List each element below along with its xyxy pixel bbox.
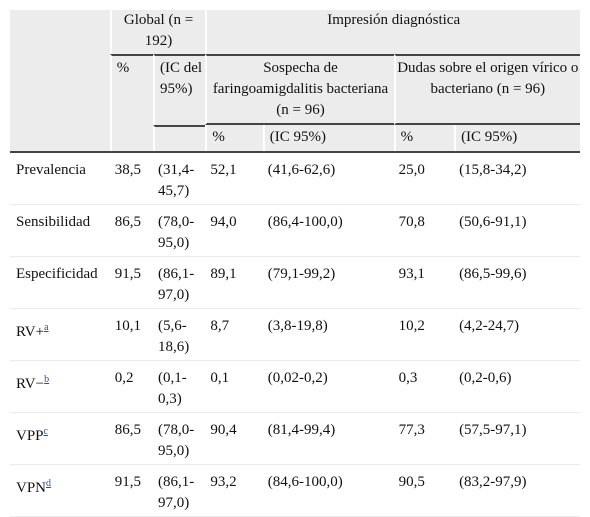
row-label: VPPc: [10, 413, 110, 465]
row-label: Prevalencia: [10, 153, 110, 205]
table-row: Prevalencia 38,5 (31,4-45,7) 52,1 (41,6-…: [10, 153, 580, 205]
cell-global-ic: (86,1-97,0): [152, 257, 206, 309]
cell-global-ic: (5,6-18,6): [152, 309, 206, 361]
header-sospecha: Sospecha de faringoamigdalitis bacterian…: [205, 54, 394, 125]
cell-dudas-pct: 25,0: [393, 153, 455, 205]
cell-sospecha-ic: (41,6-62,6): [262, 153, 394, 205]
header-row-3: % (IC 95%) % (IC 95%): [10, 125, 580, 151]
cell-sospecha-ic: (0,02-0,2): [262, 361, 394, 413]
table-row: Sensibilidad 86,5 (78,0-95,0) 94,0 (86,4…: [10, 205, 580, 257]
cell-global-pct: 91,5: [109, 465, 153, 517]
table-row: RV−b 0,2 (0,1-0,3) 0,1 (0,02-0,2) 0,3 (0…: [10, 361, 580, 413]
cell-sospecha-ic: (79,1-99,2): [262, 257, 394, 309]
table-row: VPPc 86,5 (78,0-95,0) 90,4 (81,4-99,4) 7…: [10, 413, 580, 465]
cell-sospecha-pct: 94,0: [205, 205, 263, 257]
cell-dudas-pct: 93,1: [393, 257, 455, 309]
header-dudas-ic: (IC 95%): [454, 125, 580, 151]
cell-global-pct: 0,2: [109, 361, 153, 413]
cell-global-pct: 86,5: [109, 413, 153, 465]
cell-dudas-ic: (0,2-0,6): [454, 361, 580, 413]
cell-global-pct: 10,1: [109, 309, 153, 361]
footnote-link-b[interactable]: b: [44, 374, 50, 385]
row-label: Sensibilidad: [10, 205, 110, 257]
cell-sospecha-ic: (3,8-19,8): [262, 309, 394, 361]
cell-dudas-pct: 77,3: [393, 413, 455, 465]
footnote-link-a[interactable]: a: [44, 322, 49, 333]
header-global-ic-blank: [152, 125, 206, 151]
footnote-link-d[interactable]: d: [46, 478, 52, 489]
cell-dudas-ic: (86,5-99,6): [454, 257, 580, 309]
cell-sospecha-pct: 0,1: [205, 361, 263, 413]
table-row: RV+a 10,1 (5,6-18,6) 8,7 (3,8-19,8) 10,2…: [10, 309, 580, 361]
cell-dudas-ic: (4,2-24,7): [454, 309, 580, 361]
cell-dudas-pct: 0,3: [393, 361, 455, 413]
cell-global-ic: (78,0-95,0): [152, 413, 206, 465]
header-corner-cell: [10, 10, 110, 151]
cell-global-ic: (31,4-45,7): [152, 153, 206, 205]
cell-sospecha-ic: (86,4-100,0): [262, 205, 394, 257]
header-sospecha-ic: (IC 95%): [262, 125, 394, 151]
cell-sospecha-ic: (81,4-99,4): [262, 413, 394, 465]
cell-global-pct: 38,5: [109, 153, 153, 205]
cell-sospecha-pct: 89,1: [205, 257, 263, 309]
cell-dudas-pct: 10,2: [393, 309, 455, 361]
cell-global-pct: 86,5: [109, 205, 153, 257]
diagnostic-results-table: Global (n = 192) Impresión diagnóstica %…: [10, 10, 580, 517]
cell-sospecha-ic: (84,6-100,0): [262, 465, 394, 517]
cell-dudas-ic: (57,5-97,1): [454, 413, 580, 465]
cell-sospecha-pct: 93,2: [205, 465, 263, 517]
table-row: VPNd 91,5 (86,1-97,0) 93,2 (84,6-100,0) …: [10, 465, 580, 517]
header-impresion-diagnostica: Impresión diagnóstica: [205, 10, 580, 54]
header-dudas-pct: %: [393, 125, 455, 151]
table-row: Especificidad 91,5 (86,1-97,0) 89,1 (79,…: [10, 257, 580, 309]
cell-global-ic: (86,1-97,0): [152, 465, 206, 517]
cell-global-ic: (78,0-95,0): [152, 205, 206, 257]
cell-global-pct: 91,5: [109, 257, 153, 309]
footnote-link-c[interactable]: c: [43, 426, 48, 437]
header-bottom-rule: [10, 151, 580, 153]
cell-dudas-pct: 70,8: [393, 205, 455, 257]
cell-sospecha-pct: 8,7: [205, 309, 263, 361]
cell-dudas-pct: 90,5: [393, 465, 455, 517]
cell-dudas-ic: (50,6-91,1): [454, 205, 580, 257]
row-label: RV−b: [10, 361, 110, 413]
header-sospecha-pct: %: [205, 125, 263, 151]
cell-sospecha-pct: 90,4: [205, 413, 263, 465]
header-row-2: % (IC del 95%) Sospecha de faringoamigda…: [10, 54, 580, 151]
header-dudas: Dudas sobre el origen vírico o bacterian…: [393, 54, 580, 125]
cell-global-ic: (0,1-0,3): [152, 361, 206, 413]
header-global: Global (n = 192): [109, 10, 206, 54]
cell-sospecha-pct: 52,1: [205, 153, 263, 205]
cell-dudas-ic: (15,8-34,2): [454, 153, 580, 205]
cell-dudas-ic: (83,2-97,9): [454, 465, 580, 517]
header-global-pct: %: [109, 54, 153, 151]
header-global-ic: (IC del 95%): [152, 54, 206, 125]
header-row-1: Global (n = 192) Impresión diagnóstica: [10, 10, 580, 151]
results-table-container: Global (n = 192) Impresión diagnóstica %…: [10, 10, 580, 517]
row-label: Especificidad: [10, 257, 110, 309]
row-label: VPNd: [10, 465, 110, 517]
row-label: RV+a: [10, 309, 110, 361]
